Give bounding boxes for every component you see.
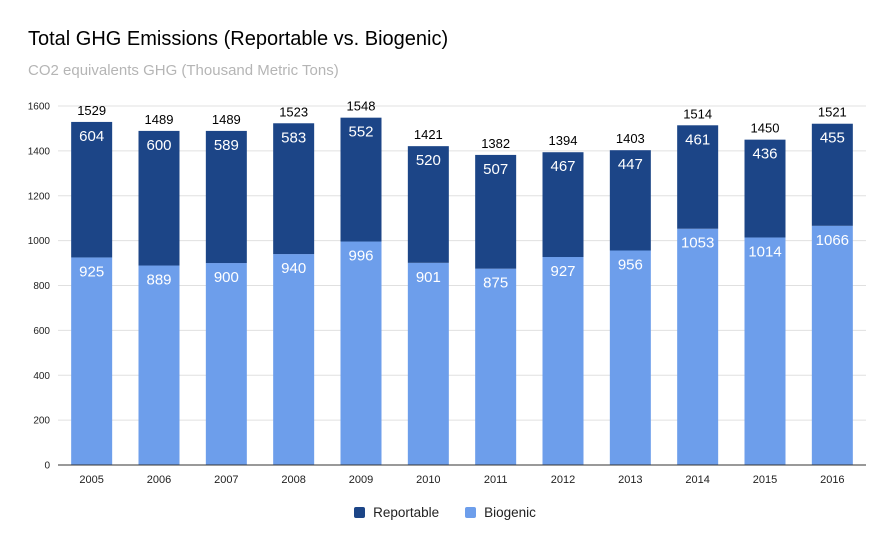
- legend-swatch-reportable: [354, 507, 366, 518]
- data-label-reportable: 436: [752, 146, 777, 163]
- y-tick-label: 200: [33, 416, 50, 427]
- legend-swatch-biogenic: [465, 507, 477, 518]
- data-label-biogenic: 925: [79, 263, 104, 280]
- x-tick-label: 2015: [753, 474, 777, 486]
- bar-reportable: [71, 121, 113, 258]
- chart-title: Total GHG Emissions (Reportable vs. Biog…: [28, 28, 449, 50]
- legend-label-biogenic: Biogenic: [484, 505, 536, 520]
- data-label-total: 1521: [818, 105, 847, 120]
- x-tick-label: 2008: [281, 474, 305, 486]
- x-tick-label: 2016: [820, 474, 844, 486]
- data-label-biogenic: 875: [483, 275, 508, 292]
- data-label-total: 1394: [549, 133, 578, 148]
- y-tick-label: 1400: [28, 146, 51, 157]
- data-label-total: 1523: [279, 104, 308, 119]
- data-label-total: 1514: [683, 106, 712, 121]
- data-label-reportable: 600: [146, 137, 171, 154]
- x-tick-label: 2011: [484, 474, 508, 486]
- bar-biogenic: [609, 250, 651, 465]
- data-label-reportable: 447: [618, 156, 643, 173]
- bar-reportable: [542, 152, 584, 258]
- data-label-total: 1382: [481, 136, 510, 151]
- data-label-reportable: 583: [281, 129, 306, 146]
- legend: Reportable Biogenic: [0, 505, 890, 520]
- data-label-reportable: 589: [214, 137, 239, 154]
- y-tick-label: 600: [33, 326, 50, 337]
- data-label-biogenic: 956: [618, 256, 643, 273]
- legend-item-reportable[interactable]: Reportable: [354, 505, 439, 520]
- bar-reportable: [138, 130, 180, 266]
- y-tick-label: 0: [44, 461, 50, 472]
- bar-biogenic: [340, 241, 382, 465]
- y-tick-label: 1600: [28, 102, 51, 113]
- bar-biogenic: [205, 263, 247, 465]
- bar-reportable: [609, 150, 651, 251]
- x-tick-label: 2013: [618, 474, 642, 486]
- data-label-reportable: 461: [685, 131, 710, 148]
- x-tick-label: 2007: [214, 474, 238, 486]
- x-tick-label: 2009: [349, 474, 373, 486]
- data-label-total: 1403: [616, 131, 645, 146]
- y-tick-label: 400: [33, 371, 50, 382]
- bar-reportable: [407, 146, 449, 263]
- data-label-biogenic: 927: [550, 263, 575, 280]
- bar-biogenic: [744, 237, 786, 465]
- bar-biogenic: [542, 257, 584, 465]
- x-tick-label: 2010: [416, 474, 440, 486]
- bar-reportable: [475, 154, 517, 269]
- data-label-total: 1548: [347, 99, 376, 114]
- legend-label-reportable: Reportable: [373, 505, 440, 520]
- data-label-total: 1450: [751, 121, 780, 136]
- data-label-biogenic: 1014: [748, 243, 781, 260]
- bar-reportable: [677, 125, 719, 229]
- data-label-biogenic: 900: [214, 269, 239, 286]
- data-label-total: 1529: [77, 103, 106, 118]
- bar-reportable: [340, 117, 382, 242]
- data-label-reportable: 520: [416, 152, 441, 169]
- data-label-total: 1489: [145, 112, 174, 127]
- data-label-biogenic: 1053: [681, 235, 714, 252]
- data-label-biogenic: 1066: [816, 232, 849, 249]
- bar-reportable: [205, 130, 247, 264]
- bar-biogenic: [273, 254, 315, 465]
- bar-biogenic: [71, 257, 113, 465]
- x-tick-label: 2005: [79, 474, 103, 486]
- bar-reportable: [744, 139, 786, 238]
- data-label-total: 1489: [212, 112, 241, 127]
- data-label-reportable: 455: [820, 130, 845, 147]
- x-tick-label: 2006: [147, 474, 171, 486]
- y-tick-label: 1000: [28, 236, 51, 247]
- data-label-biogenic: 996: [348, 248, 373, 265]
- bar-biogenic: [677, 228, 719, 465]
- data-label-reportable: 604: [79, 128, 104, 145]
- y-tick-label: 800: [33, 281, 50, 292]
- bar-reportable: [273, 123, 315, 255]
- x-tick-label: 2012: [551, 474, 575, 486]
- bar-biogenic: [138, 265, 180, 465]
- data-label-reportable: 467: [550, 158, 575, 175]
- y-tick-label: 1200: [28, 191, 51, 202]
- bar-biogenic: [811, 225, 853, 465]
- bar-biogenic: [475, 268, 517, 465]
- bar-biogenic: [407, 262, 449, 465]
- legend-item-biogenic[interactable]: Biogenic: [465, 505, 536, 520]
- data-label-biogenic: 940: [281, 260, 306, 277]
- data-label-reportable: 507: [483, 161, 508, 178]
- bar-reportable: [811, 123, 853, 226]
- data-label-reportable: 552: [348, 124, 373, 141]
- data-label-total: 1421: [414, 127, 443, 142]
- x-tick-label: 2014: [685, 474, 709, 486]
- data-label-biogenic: 889: [146, 272, 171, 289]
- data-label-biogenic: 901: [416, 269, 441, 286]
- chart-subtitle: CO2 equivalents GHG (Thousand Metric Ton…: [28, 62, 339, 79]
